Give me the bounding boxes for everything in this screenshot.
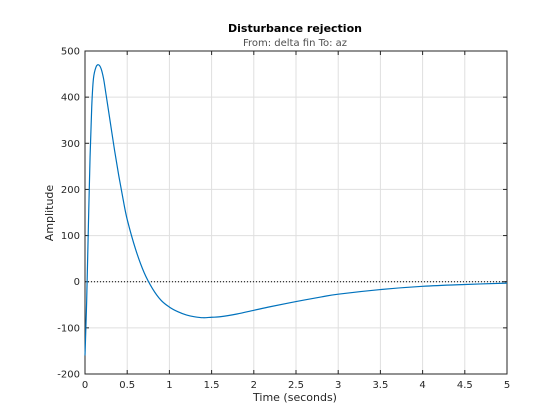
plot-area: 0 0.5 1 1.5 2 2.5 3 3.5 4 4.5 5 -200 -100 0 100 200 300 4…	[57, 47, 510, 392]
x-tick-label: 3.5	[372, 380, 388, 391]
x-tick-label: 5	[504, 380, 510, 391]
x-tick-label: 4	[419, 380, 425, 391]
x-tick-label: 1.5	[204, 380, 220, 391]
x-tick-label: 2.5	[288, 380, 304, 391]
response-line	[84, 64, 508, 356]
y-axis-label: Amplitude	[43, 185, 56, 242]
y-tick-label: 200	[61, 185, 80, 196]
x-tick-label: 0.5	[119, 380, 135, 391]
y-tick-label: 100	[61, 231, 80, 242]
x-tick-label: 4.5	[457, 380, 473, 391]
y-tick-label: 400	[61, 93, 80, 104]
y-tick-label: 0	[74, 277, 80, 288]
x-axis-label: Time (seconds)	[252, 391, 337, 404]
y-tick-label: 300	[61, 139, 80, 150]
x-tick-label: 1	[166, 380, 172, 391]
x-tick-label: 0	[82, 380, 88, 391]
chart-subtitle: From: delta fin To: az	[243, 38, 347, 49]
y-tick-label: -200	[57, 370, 80, 381]
x-tick-label: 2	[251, 380, 257, 391]
y-tick-label: -100	[57, 323, 80, 334]
y-tick-label: 500	[61, 47, 80, 58]
chart-title: Disturbance rejection	[228, 22, 362, 35]
x-tick-label: 3	[335, 380, 341, 391]
